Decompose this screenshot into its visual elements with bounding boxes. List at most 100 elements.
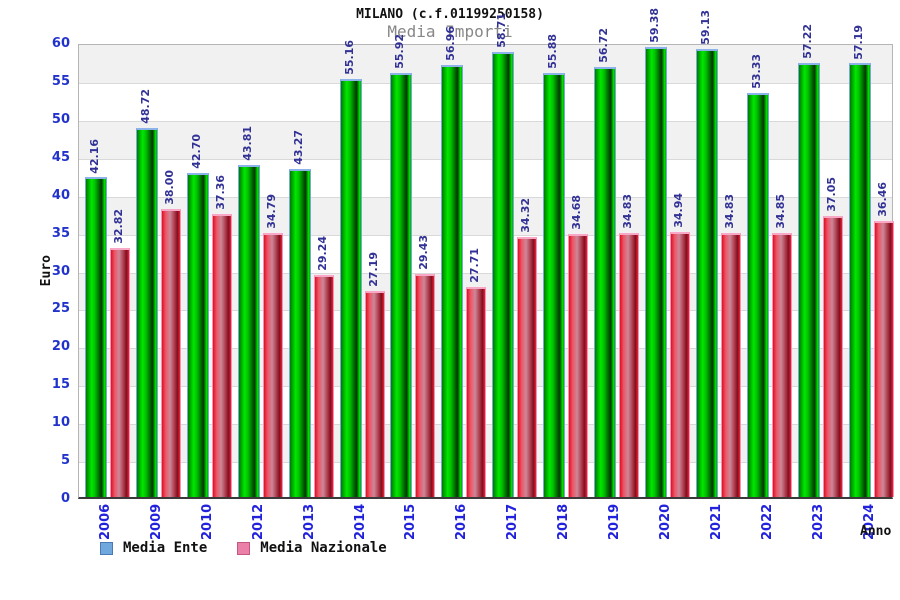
x-tick-label: 2009 [148, 503, 164, 540]
bar-media-nazionale [669, 232, 690, 497]
bar-media-ente [135, 127, 158, 497]
x-tick-label: 2010 [199, 503, 215, 540]
y-tick-label: 45 [51, 149, 70, 165]
bar-value-label: 42.70 [189, 134, 203, 170]
bar-media-ente [644, 46, 667, 497]
x-tick-label: 2006 [98, 503, 113, 540]
gridline [79, 234, 892, 236]
bar-value-label: 37.05 [824, 177, 838, 213]
x-axis-title: Anno [860, 524, 892, 539]
bar-value-label: 27.71 [468, 248, 482, 283]
y-tick-label: 15 [51, 377, 70, 393]
bar-value-label: 34.83 [621, 194, 634, 229]
bar-media-nazionale [110, 248, 130, 497]
y-tick-label: 35 [51, 225, 70, 241]
bar-value-label: 57.22 [800, 24, 814, 60]
y-tick-label: 30 [51, 263, 70, 279]
chart-subtitle: Media Importi [387, 22, 513, 41]
bar-value-label: 29.24 [315, 236, 329, 272]
bar-media-ente [237, 164, 260, 497]
bar-media-ente [390, 72, 413, 497]
x-tick-label: 2019 [607, 503, 622, 540]
bar-value-label: 43.27 [291, 130, 305, 165]
bar-value-label: 53.33 [749, 53, 763, 89]
bar-media-ente [797, 63, 820, 497]
bar-value-label: 29.43 [417, 235, 431, 270]
y-tick-label: 0 [60, 491, 70, 506]
bar-media-ente [594, 66, 616, 497]
x-tick-label: 2012 [250, 503, 266, 540]
bar-media-ente [848, 63, 871, 497]
bar-value-label: 27.19 [366, 252, 380, 287]
x-tick-label: 2021 [708, 503, 724, 540]
bar-media-ente [492, 51, 515, 497]
x-tick-label: 2023 [810, 503, 826, 540]
legend-item-media-ente: Media Ente [100, 540, 207, 556]
bar-media-ente [695, 48, 718, 497]
bar-value-label: 34.68 [570, 195, 584, 231]
bar-media-nazionale [517, 236, 538, 497]
bar-media-nazionale [364, 290, 385, 497]
bar-media-nazionale [415, 273, 436, 497]
x-tick-label: 2022 [759, 503, 775, 540]
x-tick-label: 2020 [657, 503, 673, 540]
media-ente-swatch-icon [100, 541, 113, 555]
gridline [79, 158, 892, 160]
bar-media-nazionale [466, 286, 487, 497]
legend: Media Ente Media Nazionale [100, 540, 387, 556]
bar-value-label: 59.13 [698, 9, 712, 45]
bar-media-nazionale [568, 234, 589, 497]
bar-value-label: 34.94 [671, 193, 685, 229]
y-tick-label: 60 [51, 36, 70, 51]
gridline [79, 196, 892, 198]
y-tick-label: 10 [51, 415, 70, 431]
y-tick-label: 40 [51, 187, 70, 203]
bar-value-label: 34.85 [773, 193, 787, 229]
x-tick-label: 2016 [454, 503, 470, 540]
bar-value-label: 43.81 [240, 125, 254, 161]
bar-media-nazionale [720, 232, 741, 497]
bar-media-nazionale [619, 232, 639, 497]
y-tick-label: 25 [51, 301, 70, 317]
bar-value-label: 58.71 [495, 13, 509, 48]
bar-media-ente [543, 73, 566, 497]
bar-value-label: 34.32 [519, 197, 533, 233]
legend-label: Media Ente [123, 540, 208, 556]
y-tick-label: 50 [51, 111, 70, 127]
x-tick-label: 2018 [556, 503, 572, 540]
y-axis-title: Euro [39, 255, 54, 287]
bar-value-label: 48.72 [138, 88, 152, 124]
bar-value-label: 56.72 [597, 28, 610, 63]
bar-value-label: 34.83 [722, 194, 736, 229]
gridline [79, 120, 892, 122]
bar-value-label: 42.16 [88, 138, 101, 174]
bar-media-ente [186, 173, 209, 497]
x-tick-label: 2015 [403, 503, 419, 540]
bar-media-ente [85, 177, 107, 497]
legend-item-media-nazionale: Media Nazionale [237, 540, 387, 556]
bar-value-label: 57.19 [851, 24, 865, 60]
gridline [79, 82, 892, 84]
media-nazionale-swatch-icon [237, 541, 251, 555]
bar-value-label: 59.38 [647, 7, 661, 43]
bar-value-label: 56.96 [444, 26, 458, 62]
y-tick-label: 55 [51, 73, 70, 89]
bar-media-ente [441, 65, 464, 497]
bar-value-label: 55.16 [342, 39, 356, 75]
bar-value-label: 38.00 [162, 170, 176, 205]
y-tick-label: 20 [51, 339, 70, 355]
bar-media-nazionale [211, 213, 232, 497]
bar-media-nazionale [771, 232, 792, 497]
plot-band [79, 45, 892, 83]
chart-title: MILANO (c.f.01199250158) [356, 7, 544, 22]
plot-area: 42.16 32.82 48.72 38.00 42.70 37.36 43.81 34.79… [78, 8, 894, 499]
bar-value-label: 55.88 [546, 34, 560, 70]
x-tick-label: 2017 [505, 503, 521, 540]
bar-value-label: 34.79 [264, 194, 278, 230]
bar-value-label: 36.46 [875, 181, 889, 217]
x-tick-label: 2014 [352, 503, 368, 540]
bar-media-nazionale [873, 220, 894, 497]
bar-media-nazionale [313, 275, 334, 497]
bar-media-ente [746, 92, 769, 497]
